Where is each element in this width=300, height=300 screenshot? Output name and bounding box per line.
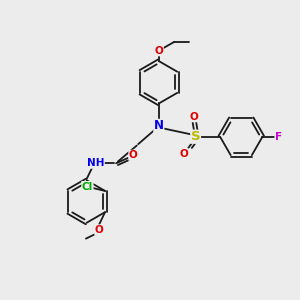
Text: NH: NH <box>87 158 104 168</box>
Text: N: N <box>154 119 164 132</box>
Text: S: S <box>191 130 200 143</box>
Text: Cl: Cl <box>82 182 93 191</box>
Text: F: F <box>275 132 282 142</box>
Text: O: O <box>179 149 188 159</box>
Text: O: O <box>95 225 103 235</box>
Text: O: O <box>190 112 199 122</box>
Text: O: O <box>154 46 163 56</box>
Text: O: O <box>129 150 138 160</box>
